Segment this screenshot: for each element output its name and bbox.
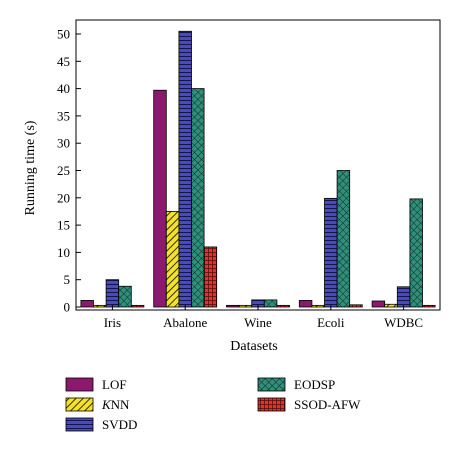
y-tick-label: 25 <box>57 163 70 178</box>
bar-ssod-afw-iris <box>130 304 145 308</box>
bar-knn-ecoli <box>311 304 325 308</box>
bar-lof-wdbc <box>371 300 386 308</box>
legend-label-eodsp: EODSP <box>294 377 335 392</box>
x-tick-label-iris: Iris <box>104 315 121 330</box>
y-tick-label: 10 <box>57 245 70 260</box>
y-tick-label: 20 <box>57 190 70 205</box>
bar-svdd-iris <box>105 279 120 308</box>
x-tick-label-wine: Wine <box>244 315 272 330</box>
y-tick-label: 15 <box>57 218 70 233</box>
legend-label-svdd: SVDD <box>102 417 137 432</box>
y-tick-label: 30 <box>57 136 70 151</box>
bar-lof-abalone <box>153 89 167 308</box>
legend: LOF KNN SVDD EODSP SSOD-AFW <box>65 377 361 432</box>
bar-eodsp-wdbc <box>409 198 423 308</box>
plot-frame <box>75 19 441 311</box>
bar-eodsp-ecoli <box>336 170 351 308</box>
legend-swatch-eodsp <box>257 377 286 392</box>
y-tick-label: 50 <box>57 27 70 42</box>
legend-label-knn: KNN <box>101 397 130 412</box>
legend-swatch-lof <box>65 377 94 392</box>
x-tick-label-abalone: Abalone <box>163 315 207 330</box>
bar-lof-wine <box>226 304 240 308</box>
bar-eodsp-iris <box>118 285 132 308</box>
legend-swatch-ssod-afw <box>257 397 286 412</box>
bar-knn-abalone <box>165 211 180 308</box>
plot-area: 0 5 10 15 20 25 30 35 40 45 50 Iris Abalone Wine Ecoli… <box>57 19 441 330</box>
bar-knn-wdbc <box>384 303 398 308</box>
y-tick-label: 40 <box>57 81 70 96</box>
bar-svdd-ecoli <box>324 197 338 308</box>
y-axis-title: Running time (s) <box>23 120 38 215</box>
y-tick-label: 35 <box>57 108 70 123</box>
y-tick-label: 45 <box>57 54 70 69</box>
x-tick-label-ecoli: Ecoli <box>317 315 345 330</box>
bar-lof-iris <box>80 300 94 308</box>
bar-eodsp-abalone <box>191 88 205 308</box>
x-axis-title: Datasets <box>230 339 277 354</box>
bar-ssod-afw-abalone <box>203 246 218 308</box>
legend-swatch-knn <box>65 397 94 412</box>
bar-eodsp-wine <box>263 299 278 308</box>
bar-svdd-wdbc <box>396 286 411 308</box>
legend-label-lof: LOF <box>102 377 127 392</box>
bar-lof-ecoli <box>298 300 313 308</box>
bar-knn-iris <box>93 304 107 308</box>
legend-swatch-svdd <box>65 417 94 432</box>
bar-ssod-afw-wdbc <box>422 304 436 308</box>
legend-label-ssod-afw: SSOD-AFW <box>294 397 361 412</box>
bar-ssod-afw-wine <box>276 304 290 308</box>
x-tick-label-wdbc: WDBC <box>384 315 423 330</box>
bar-knn-wine <box>238 304 253 308</box>
bar-svdd-abalone <box>178 30 192 308</box>
y-tick-label: 5 <box>64 272 71 287</box>
y-tick-label: 0 <box>64 300 71 315</box>
bar-ssod-afw-ecoli <box>349 304 363 308</box>
